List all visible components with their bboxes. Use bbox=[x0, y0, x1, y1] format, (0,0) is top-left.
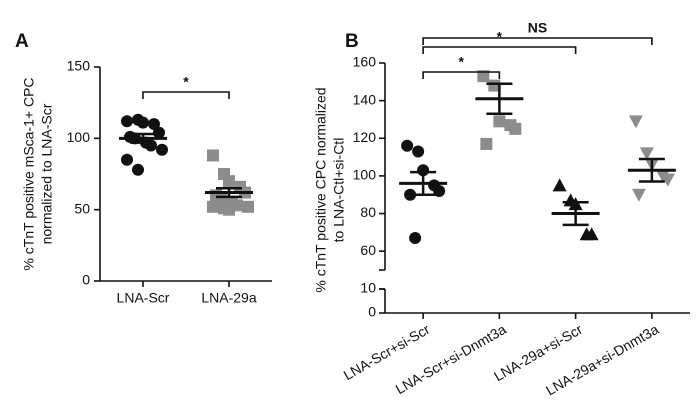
data-point bbox=[137, 116, 149, 129]
data-point bbox=[121, 153, 133, 166]
data-point bbox=[509, 122, 522, 135]
data-point bbox=[132, 163, 144, 176]
data-point bbox=[480, 137, 493, 150]
data-point bbox=[493, 115, 506, 128]
data-point bbox=[156, 143, 168, 156]
data-point bbox=[207, 200, 219, 213]
data-point bbox=[409, 232, 422, 245]
y-tick-label: 10 bbox=[360, 280, 376, 296]
panel-letter: B bbox=[345, 31, 359, 52]
y-tick-label: 0 bbox=[82, 272, 90, 288]
data-point bbox=[584, 227, 599, 241]
significance-label: * bbox=[183, 74, 189, 90]
data-point bbox=[628, 115, 643, 129]
significance-bracket bbox=[422, 37, 653, 45]
data-point bbox=[223, 175, 235, 188]
data-point bbox=[153, 126, 165, 139]
y-tick-label: 0 bbox=[368, 304, 376, 320]
y-tick-label: 100 bbox=[353, 167, 377, 183]
y-tick-label: 140 bbox=[353, 91, 377, 107]
significance-bracket bbox=[142, 91, 230, 99]
data-point bbox=[223, 203, 235, 216]
data-point bbox=[639, 147, 654, 161]
data-point bbox=[412, 145, 425, 158]
significance-bracket bbox=[422, 71, 501, 79]
significance-label: * bbox=[497, 29, 503, 45]
significance-bracket bbox=[422, 46, 577, 54]
y-tick-label: 80 bbox=[360, 204, 376, 220]
data-point bbox=[121, 115, 133, 128]
y-axis-label: normalized to LNA-Scr bbox=[39, 103, 55, 244]
data-point bbox=[207, 149, 219, 162]
data-point bbox=[660, 173, 675, 187]
data-point bbox=[552, 178, 567, 192]
y-tick-label: 150 bbox=[67, 58, 91, 74]
panel-letter: A bbox=[15, 31, 29, 52]
data-point bbox=[631, 188, 646, 202]
y-axis-label: % cTnT positive mSca-1+ CPC bbox=[21, 77, 37, 270]
y-axis-label: % cTnT positive CPC normalized bbox=[313, 87, 329, 292]
y-tick-label: 100 bbox=[67, 129, 91, 145]
y-tick-label: 120 bbox=[353, 129, 377, 145]
data-point bbox=[477, 70, 490, 83]
y-tick-label: 160 bbox=[353, 54, 377, 70]
x-tick-label: LNA-Scr bbox=[117, 290, 170, 306]
y-tick-label: 50 bbox=[74, 200, 90, 216]
significance-label: * bbox=[459, 54, 465, 70]
y-tick-label: 60 bbox=[360, 242, 376, 258]
data-point bbox=[401, 139, 414, 152]
significance-label: NS bbox=[528, 20, 547, 36]
y-axis-label: to LNA-Ctl+si-Ctl bbox=[331, 138, 347, 243]
data-point bbox=[145, 139, 157, 152]
data-point bbox=[242, 200, 254, 213]
x-tick-label: LNA-29a bbox=[201, 290, 256, 306]
